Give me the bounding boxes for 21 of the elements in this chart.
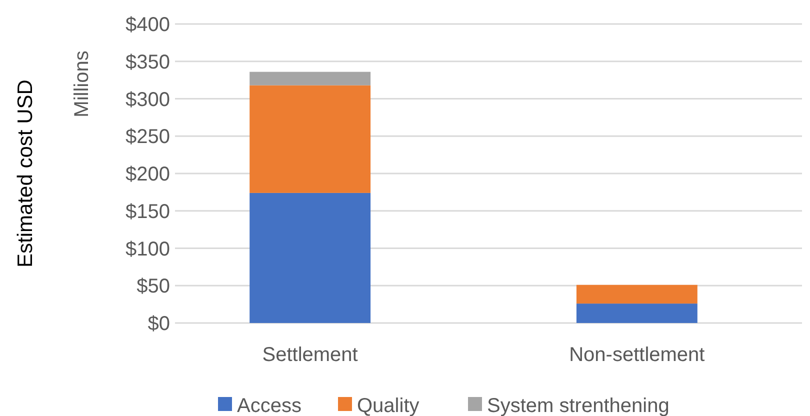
y-tick-label: $250 — [126, 126, 170, 148]
legend-label: System strenthening — [487, 395, 670, 416]
bar — [250, 85, 371, 193]
y-tick-label: $400 — [126, 14, 170, 36]
y-tick-label: $0 — [148, 313, 170, 335]
legend-label: Quality — [357, 395, 420, 416]
y-tick-label: $100 — [126, 238, 170, 260]
bar — [576, 284, 698, 304]
bar — [250, 72, 371, 86]
y-tick-label: $200 — [126, 164, 170, 186]
bar — [250, 192, 371, 323]
y-tick-label: $150 — [126, 200, 170, 223]
x-tick-label: Settlement — [262, 344, 358, 366]
y-tick-label: $50 — [136, 276, 170, 298]
legend-label: Access — [237, 395, 302, 416]
y-tick-label: $300 — [126, 88, 170, 111]
bar — [576, 304, 698, 323]
text: Millions — [71, 50, 93, 118]
y-tick-label: $350 — [126, 51, 170, 74]
y-axis-title: Estimated cost USD — [14, 80, 37, 268]
x-tick-label: Non-settlement — [569, 344, 706, 366]
